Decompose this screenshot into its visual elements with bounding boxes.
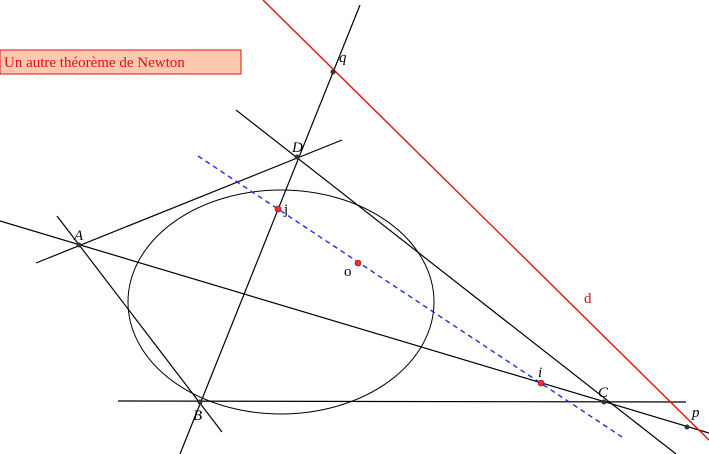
point <box>197 399 203 405</box>
point-label: C <box>598 385 609 401</box>
point-label: B <box>193 408 202 424</box>
point <box>684 424 690 430</box>
point <box>274 205 282 213</box>
line-bc <box>117 400 687 403</box>
point <box>537 379 545 387</box>
point <box>330 69 336 75</box>
point-label: p <box>691 405 700 421</box>
title-box <box>0 49 242 75</box>
ellipse <box>127 189 435 415</box>
line-ad <box>35 139 343 264</box>
point-label: i <box>538 365 542 381</box>
line-ac <box>0 220 709 434</box>
point <box>601 399 607 405</box>
point <box>76 242 82 248</box>
line-label: d <box>584 291 592 307</box>
line-ab <box>56 215 223 433</box>
point-label: D <box>291 140 303 156</box>
line-d <box>262 0 709 441</box>
construction-lines <box>0 4 709 454</box>
line-dc <box>235 109 677 454</box>
point-label: A <box>73 228 84 244</box>
midpoints <box>274 205 545 387</box>
points <box>76 69 690 430</box>
title: Un autre théorème de Newton <box>4 55 185 71</box>
line-bd <box>179 4 361 454</box>
point <box>294 154 300 160</box>
point <box>354 259 362 267</box>
point-label: q <box>339 50 347 66</box>
point-label: o <box>344 264 352 280</box>
newton-line <box>197 155 623 438</box>
point-label: j <box>283 202 288 218</box>
